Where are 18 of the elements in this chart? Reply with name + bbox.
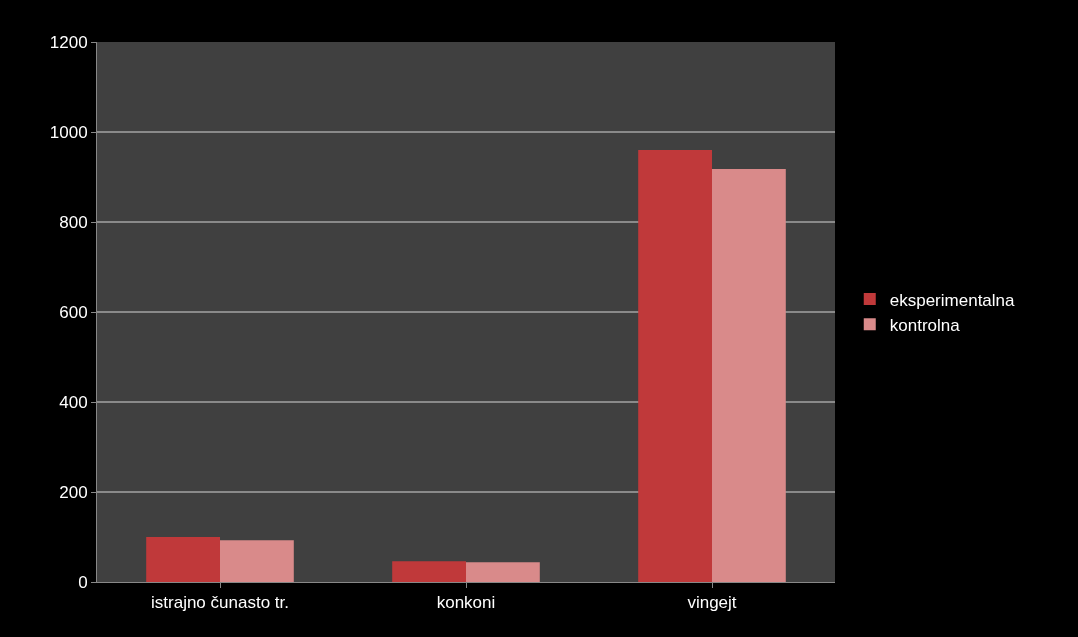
bar [466,562,540,582]
x-tick-label: konkoni [436,593,496,613]
y-tick-label: 0 [78,572,88,592]
y-tick-label: 600 [59,302,88,322]
bar [712,168,786,582]
y-tick-label: 1200 [49,32,88,52]
bar [392,561,466,582]
bar [146,537,220,582]
y-tick-label: 800 [59,212,88,232]
bar [638,150,712,582]
x-tick-label: vingejt [687,593,737,613]
y-tick-label: 1000 [49,122,88,142]
legend-label: kontrolna [889,315,961,335]
bar [220,540,294,582]
x-tick-label: istrajno čunasto tr. [151,593,289,613]
y-tick-label: 200 [59,482,88,502]
y-tick-label: 400 [59,392,88,412]
legend-label: eksperimentalna [889,290,1016,310]
